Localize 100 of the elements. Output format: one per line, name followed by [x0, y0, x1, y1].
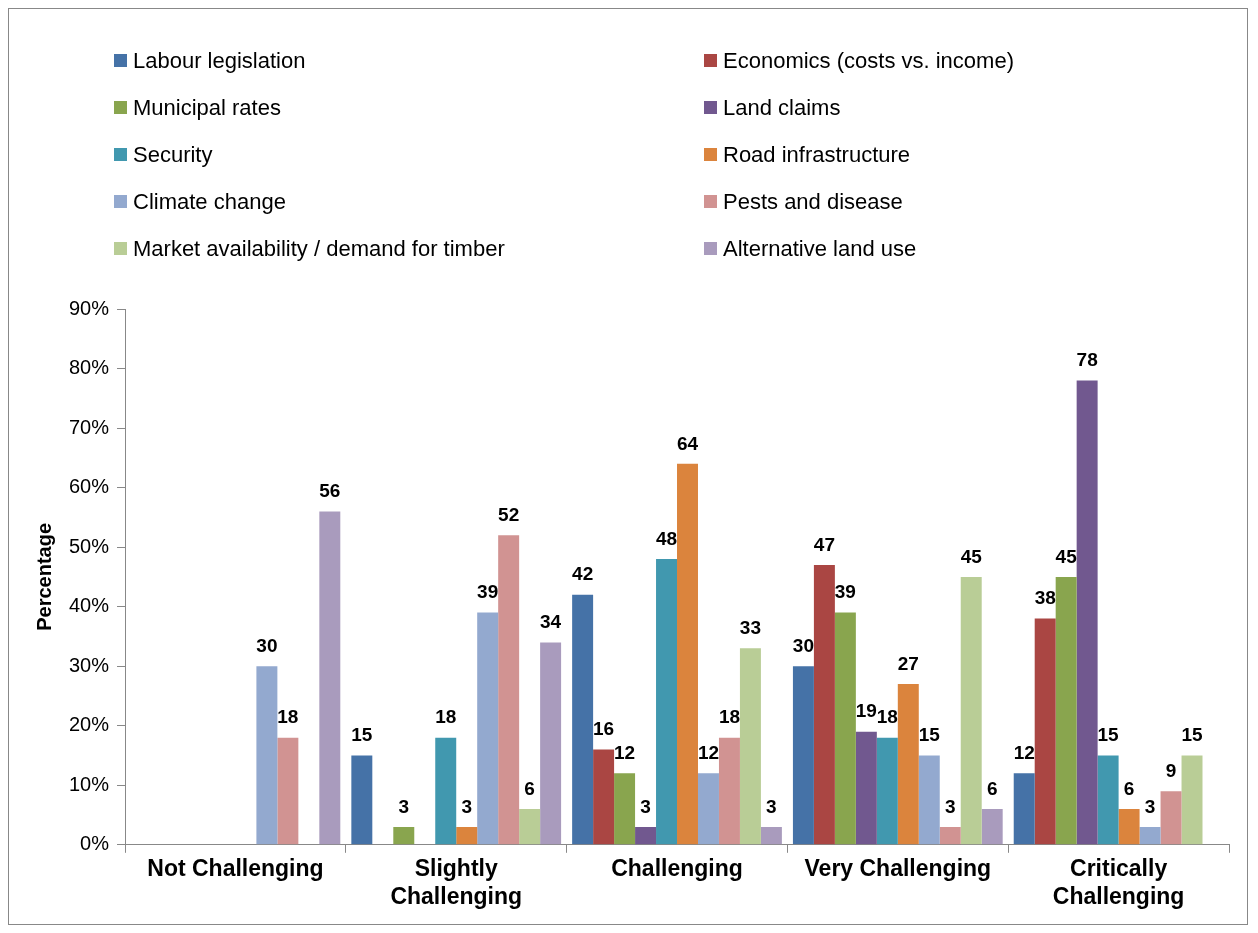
- data-label: 30: [792, 634, 814, 656]
- bar: [435, 737, 457, 845]
- bar: [739, 648, 761, 845]
- data-label: 64: [676, 432, 699, 454]
- legend-label: Economics (costs vs. income): [723, 47, 1014, 74]
- bar: [918, 755, 940, 845]
- y-tick-label: 10%: [69, 772, 110, 795]
- data-label: 30: [256, 634, 278, 656]
- bar: [593, 749, 615, 845]
- data-label: 6: [524, 777, 535, 799]
- bar: [834, 612, 856, 845]
- bar: [614, 773, 636, 845]
- data-label: 12: [1013, 742, 1035, 764]
- data-label: 47: [813, 533, 835, 555]
- data-label: 45: [1055, 545, 1078, 567]
- data-label: 6: [1123, 777, 1135, 799]
- legend-label: Pests and disease: [723, 188, 903, 215]
- y-tick-label: 20%: [69, 713, 110, 736]
- y-tick-label: 40%: [69, 594, 110, 617]
- data-label: 33: [739, 617, 761, 639]
- x-tick-label: Not Challenging: [147, 854, 324, 881]
- bar: [351, 755, 373, 845]
- bar: [256, 666, 278, 845]
- data-label: 3: [944, 795, 956, 817]
- data-label: 39: [477, 581, 499, 603]
- bar: [939, 826, 961, 845]
- bar: [1181, 755, 1203, 845]
- y-axis-title: Percentage: [32, 522, 55, 631]
- data-label: 9: [1165, 759, 1177, 781]
- bar: [1034, 618, 1056, 845]
- data-label: 18: [277, 706, 299, 728]
- y-tick-label: 60%: [69, 475, 110, 498]
- data-label: 52: [498, 503, 520, 525]
- bar: [477, 612, 499, 845]
- x-tick-label: Slightly Challenging: [390, 854, 523, 909]
- y-tick-label: 0%: [80, 832, 110, 855]
- legend-label: Labour legislation: [133, 47, 306, 74]
- bar: [1097, 755, 1119, 845]
- bar: [498, 535, 520, 845]
- data-label: 48: [655, 527, 678, 549]
- y-tick-label: 90%: [69, 296, 110, 319]
- bar: [1139, 826, 1161, 845]
- y-tick-label: 30%: [69, 653, 110, 676]
- bar: [813, 564, 835, 845]
- legend-label: Security: [133, 141, 213, 168]
- legend-label: Municipal rates: [133, 94, 281, 121]
- bar: [277, 737, 299, 845]
- bar: [697, 773, 719, 845]
- data-label: 34: [540, 611, 562, 633]
- bar: [635, 826, 657, 845]
- bar: [393, 826, 415, 845]
- data-label: 3: [398, 795, 410, 817]
- bar: [656, 559, 678, 845]
- bar: [981, 809, 1003, 845]
- bar: [760, 826, 782, 845]
- y-tick-label: 50%: [69, 534, 110, 557]
- bar: [519, 809, 541, 845]
- data-label: 12: [697, 742, 720, 764]
- data-label: 15: [918, 724, 941, 746]
- legend-label: Alternative land use: [723, 235, 917, 262]
- data-label: 18: [718, 706, 741, 728]
- legend-label: Road infrastructure: [723, 141, 911, 168]
- bar: [540, 642, 562, 845]
- data-label: 38: [1034, 587, 1056, 609]
- data-label: 18: [876, 706, 898, 728]
- data-label: 12: [614, 742, 636, 764]
- data-label: 27: [897, 652, 919, 674]
- bar: [1118, 809, 1140, 845]
- data-label: 6: [986, 777, 998, 799]
- bar: [572, 594, 594, 845]
- bar: [876, 737, 898, 845]
- data-label: 16: [593, 718, 615, 740]
- x-tick-label: Very Challenging: [804, 854, 992, 881]
- bar: [456, 826, 478, 845]
- legend-label: Market availability / demand for timber: [133, 235, 505, 262]
- legend-label: Land claims: [723, 94, 841, 121]
- data-label: 3: [766, 795, 777, 817]
- data-label: 45: [960, 545, 983, 567]
- bar: [319, 511, 341, 845]
- legend-label: Climate change: [133, 188, 286, 215]
- y-tick-label: 80%: [69, 356, 110, 379]
- data-label: 3: [640, 795, 651, 817]
- data-label: 3: [1144, 795, 1156, 817]
- x-tick-label: Critically Challenging: [1052, 854, 1185, 909]
- data-label: 15: [1097, 724, 1120, 746]
- y-tick-label: 70%: [69, 415, 110, 438]
- data-label: 18: [435, 706, 457, 728]
- bar: [855, 731, 877, 845]
- bar: [1076, 380, 1098, 845]
- data-label: 3: [461, 795, 472, 817]
- bar: [1160, 791, 1182, 845]
- data-label: 39: [834, 581, 856, 603]
- data-label: 78: [1076, 349, 1098, 371]
- bar: [960, 576, 982, 845]
- bar: [718, 737, 740, 845]
- bar: [792, 666, 814, 845]
- bar: [897, 684, 919, 845]
- bar: [1055, 576, 1077, 845]
- data-label: 42: [572, 563, 594, 585]
- bar: [677, 463, 698, 845]
